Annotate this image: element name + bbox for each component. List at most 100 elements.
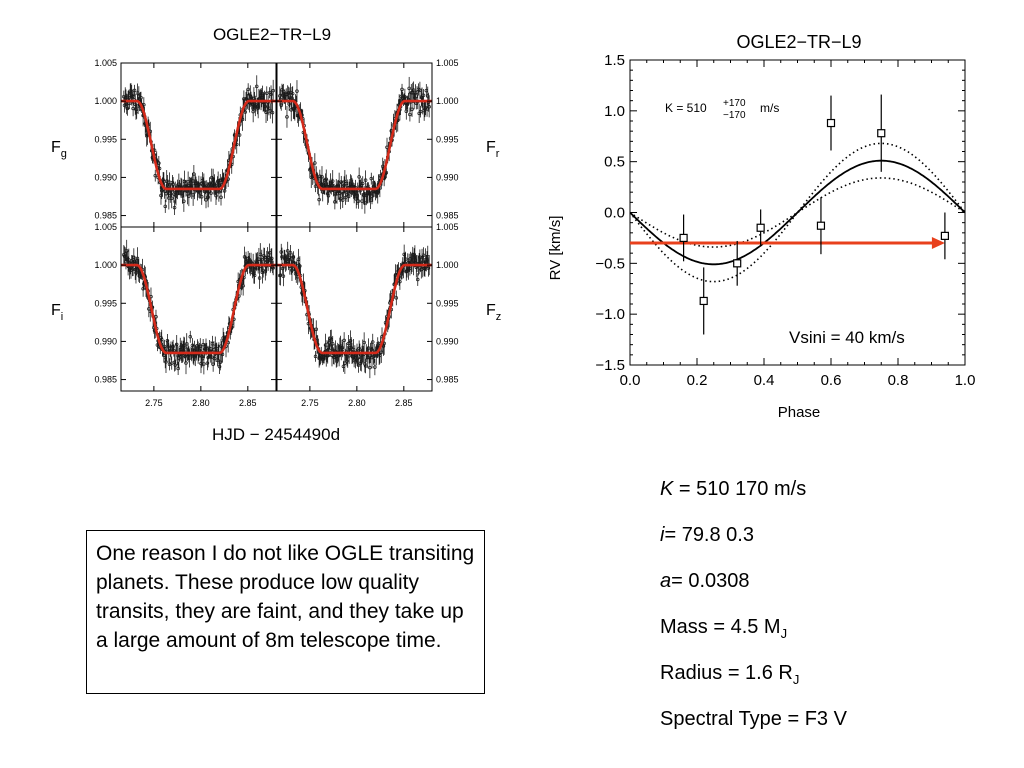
lc-data-point xyxy=(206,195,210,199)
lc-model-curve xyxy=(121,99,276,191)
lc-data-point xyxy=(348,338,353,343)
rv-data-point xyxy=(877,129,886,138)
lc-data-point xyxy=(214,190,219,194)
lc-data-point xyxy=(342,338,346,343)
lc-data-point xyxy=(326,193,331,198)
lc-data-point xyxy=(172,205,177,210)
lc-data-point xyxy=(325,353,330,358)
lc-data-point xyxy=(427,105,431,109)
rv-ytick-label: 1.5 xyxy=(604,52,625,69)
lc-data-point xyxy=(256,106,260,110)
svg-text:−170: −170 xyxy=(723,110,746,121)
lc-ytick-label: 1.005 xyxy=(94,58,117,68)
lc-data-point xyxy=(166,345,170,349)
lc-data-point xyxy=(259,257,264,262)
lc-data-point xyxy=(153,173,158,178)
lc-data-point xyxy=(176,366,180,371)
lc-data-point xyxy=(363,364,368,368)
lc-data-point xyxy=(339,180,344,184)
lc-data-point xyxy=(281,274,286,278)
rv-ytick-label: −0.5 xyxy=(595,255,625,272)
lc-data-point xyxy=(174,342,179,347)
svg-text:m/s: m/s xyxy=(760,101,779,115)
lc-data-point xyxy=(214,193,218,198)
lc-data-point xyxy=(355,356,360,360)
rv-data-point xyxy=(679,233,688,243)
lc-data-point xyxy=(418,109,423,114)
lc-data-point xyxy=(357,346,361,351)
lc-data-point xyxy=(131,267,135,271)
rv-xtick-label: 1.0 xyxy=(955,372,976,389)
rv-title: OGLE2−TR−L9 xyxy=(736,32,861,52)
lc-data-point xyxy=(290,96,294,100)
rv-model-best xyxy=(629,159,966,266)
lc-data-point xyxy=(313,354,318,359)
lc-data-point xyxy=(270,110,275,115)
lc-data-point xyxy=(280,255,284,259)
lc-data-point xyxy=(162,344,167,349)
lc-data-point xyxy=(165,183,170,187)
lc-data-point xyxy=(159,337,164,342)
lc-model-curve xyxy=(121,263,276,355)
rv-ytick-label: −1.0 xyxy=(595,306,625,323)
lc-data-point xyxy=(217,190,221,194)
lc-data-point xyxy=(190,343,195,348)
rv-vsini-annotation: Vsini = 40 km/s xyxy=(789,328,905,347)
lc-data-point xyxy=(421,93,426,98)
lc-data-point xyxy=(280,266,285,271)
lc-data-point xyxy=(209,191,213,195)
lc-xtick-label: 2.75 xyxy=(145,398,163,408)
lc-ytick-label: 0.990 xyxy=(94,336,117,346)
lc-data-point xyxy=(177,182,181,187)
lc-data-point xyxy=(134,270,138,275)
lc-data-point xyxy=(413,254,417,258)
lc-data-point xyxy=(356,363,361,367)
lc-data-point xyxy=(219,344,223,348)
lc-data-point xyxy=(325,191,330,196)
lc-data-point xyxy=(188,335,193,339)
lc-data-point xyxy=(204,184,209,188)
lc-data-point xyxy=(360,199,364,203)
lc-data-point xyxy=(314,327,319,331)
lc-data-point xyxy=(133,102,138,107)
lc-data-point xyxy=(330,341,335,346)
lc-data-point xyxy=(263,270,268,274)
svg-text:+170: +170 xyxy=(723,98,746,109)
lc-data-point xyxy=(182,179,187,184)
rv-plot: 1.51.00.50.0−0.5−1.0−1.50.0 0.2 0.4 0.6 0.8 1… xyxy=(595,52,975,389)
rv-data-point xyxy=(826,118,836,128)
lc-data-point xyxy=(252,271,256,276)
lc-xtick-label: 2.80 xyxy=(192,398,210,408)
lc-ytick-label: 0.995 xyxy=(94,298,117,308)
lc-data-point xyxy=(184,361,188,365)
rv-ytick-label: 0.5 xyxy=(604,154,625,171)
lc-data-point xyxy=(287,102,291,106)
lc-data-point xyxy=(204,345,208,349)
lc-data-point xyxy=(173,363,178,367)
lc-data-point xyxy=(423,106,427,111)
lc-data-point xyxy=(290,91,295,96)
lc-panel-frame xyxy=(276,226,433,392)
lc-model-curve xyxy=(277,263,432,355)
lc-xtick-label: 2.75 xyxy=(301,398,319,408)
lc-data-point xyxy=(411,88,416,92)
lc-data-point xyxy=(171,182,175,187)
lc-data-point xyxy=(222,189,227,193)
lc-data-point xyxy=(124,249,129,253)
lc-data-point xyxy=(257,276,262,280)
lc-data-point xyxy=(320,174,324,179)
lc-data-point xyxy=(217,183,222,188)
lc-ytick-label: 0.985 xyxy=(436,211,459,221)
lc-data-point xyxy=(407,86,411,91)
lc-data-point xyxy=(169,196,174,200)
lc-xtick-label: 2.85 xyxy=(239,398,257,408)
lc-data-point xyxy=(132,255,136,260)
lc-data-point xyxy=(349,345,354,350)
lc-data-point xyxy=(426,266,431,270)
lc-data-point xyxy=(362,193,366,198)
param-inclination: i= 79.8 0.3 xyxy=(660,524,754,546)
lc-panel-g: 1.005 1.000 0.995 0.990 0.985 xyxy=(94,58,277,228)
lc-data-point xyxy=(197,182,201,186)
rv-xtick-label: 0.0 xyxy=(620,372,641,389)
lc-ytick-label: 0.990 xyxy=(436,172,459,182)
